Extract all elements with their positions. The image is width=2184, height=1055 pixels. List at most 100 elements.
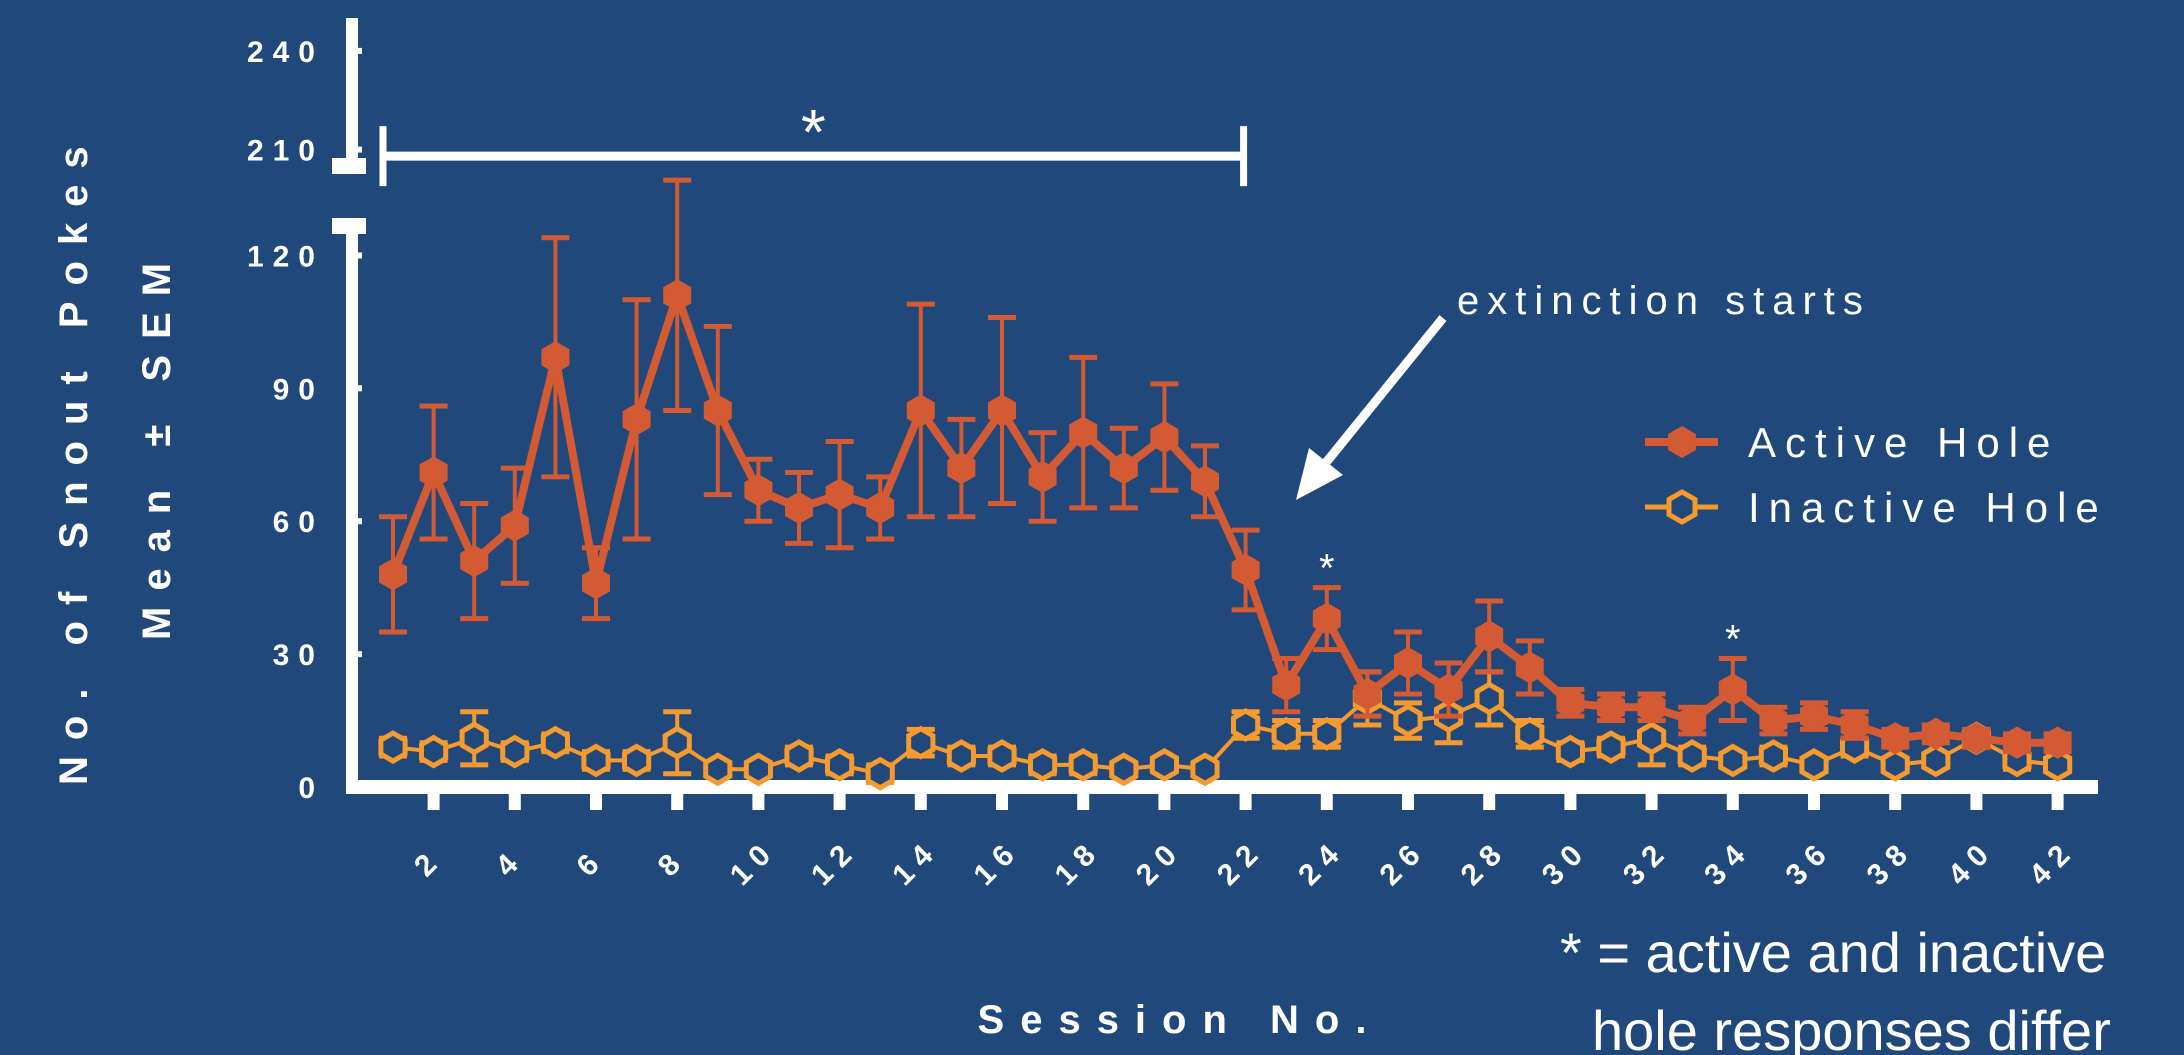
y-tick-label: 210 [247,135,324,168]
data-point [906,394,935,427]
data-point [541,341,570,374]
data-point [419,734,449,769]
bracket-star: * [801,96,826,168]
x-tick [1726,787,1739,810]
y-axis-title-line1: No. of Snout Pokes [52,130,96,785]
x-tick-label: 14 [886,832,946,892]
data-point [743,752,773,787]
data-point [1474,681,1504,716]
series-active-hole [379,177,2072,759]
x-tick [1889,787,1902,810]
data-point [703,394,732,427]
data-point [784,739,814,773]
annotation-text: extinction starts [1457,279,1871,323]
data-point [1799,748,1829,782]
data-point [1271,716,1301,751]
y-tick-label: 120 [247,240,324,273]
x-tick [1402,787,1414,810]
x-tick [996,787,1008,810]
data-point [378,730,408,764]
x-tick-label: 24 [1292,832,1352,892]
data-point [1921,743,1951,778]
data-point [2003,726,2031,759]
x-axis-title: Session No. [978,998,1383,1042]
data-point [2043,726,2072,759]
x-tick [590,787,602,810]
data-point [1758,739,1788,773]
data-point [947,451,976,485]
data-point [1475,620,1504,653]
x-tick-label: 16 [967,832,1027,892]
data-point [1150,420,1179,454]
x-tick [1970,787,1983,810]
data-point [500,734,530,769]
data-point [1393,703,1423,738]
x-tick [1645,787,1658,810]
x-tick-label: 10 [724,832,784,892]
data-point [825,748,855,782]
legend: Active Hole Inactive Hole [1645,419,2108,531]
data-point [1272,668,1301,702]
x-tick [914,787,927,810]
legend-label: Inactive Hole [1748,484,2108,531]
x-tick-label: 40 [1942,832,2002,892]
x-tick-label: 38 [1861,832,1921,892]
data-point [946,739,976,773]
x-tick-label: 20 [1130,832,1190,892]
session-significance-star: * [1319,547,1335,591]
data-point [1312,716,1342,751]
data-point [1759,704,1788,737]
data-point [1190,752,1220,787]
data-point [500,509,529,542]
data-point [419,456,448,489]
x-tick-label: 6 [571,842,612,883]
data-point [1394,646,1422,680]
footnote-line1: * = active and inactive [1560,921,2106,984]
y-axis-break-cap-lower [332,218,366,234]
legend-label: Active Hole [1748,419,2059,466]
data-point [1556,686,1585,719]
x-tick [671,787,684,810]
data-point [825,478,854,511]
data-point [1231,708,1261,742]
x-tick [1320,787,1333,810]
data-point [865,756,895,791]
data-point [1069,416,1098,449]
data-point [622,743,652,778]
data-point [1800,699,1828,733]
x-tick [1564,787,1577,810]
data-point [662,725,692,760]
x-tick-label: 34 [1698,832,1758,892]
data-point [703,752,733,787]
session-significance-star: * [1725,618,1741,662]
x-tick-label: 8 [652,842,693,883]
data-point [460,544,489,578]
data-point [2043,748,2073,782]
data-point [987,739,1017,773]
data-point [1921,717,1950,750]
x-tick-label: 18 [1049,832,1109,892]
series-layer: ** [378,177,2073,791]
x-tick-label: 28 [1455,832,1515,892]
annotation-arrow-head [1296,448,1343,500]
data-point [785,491,813,525]
data-point [1312,602,1341,635]
y-tick-label: 0 [298,772,324,805]
data-point [1637,691,1666,724]
x-tick [752,787,765,810]
data-point [1880,748,1910,782]
y-tick-label: 30 [273,639,324,672]
data-point [1881,722,1910,755]
data-point [1028,748,1058,782]
x-tick-label: 32 [1617,832,1677,892]
data-point [1678,704,1707,737]
y-axis-break-cap-upper [332,158,366,174]
data-point [1231,553,1260,587]
x-tick [1158,787,1171,810]
data-point [540,725,570,760]
y-axis-title-line2: Mean ± SEM [135,247,179,640]
legend-swatch-marker [1666,489,1698,525]
x-tick-label: 36 [1779,832,1839,892]
data-point [1109,752,1139,787]
x-tick-label: 26 [1373,832,1433,892]
